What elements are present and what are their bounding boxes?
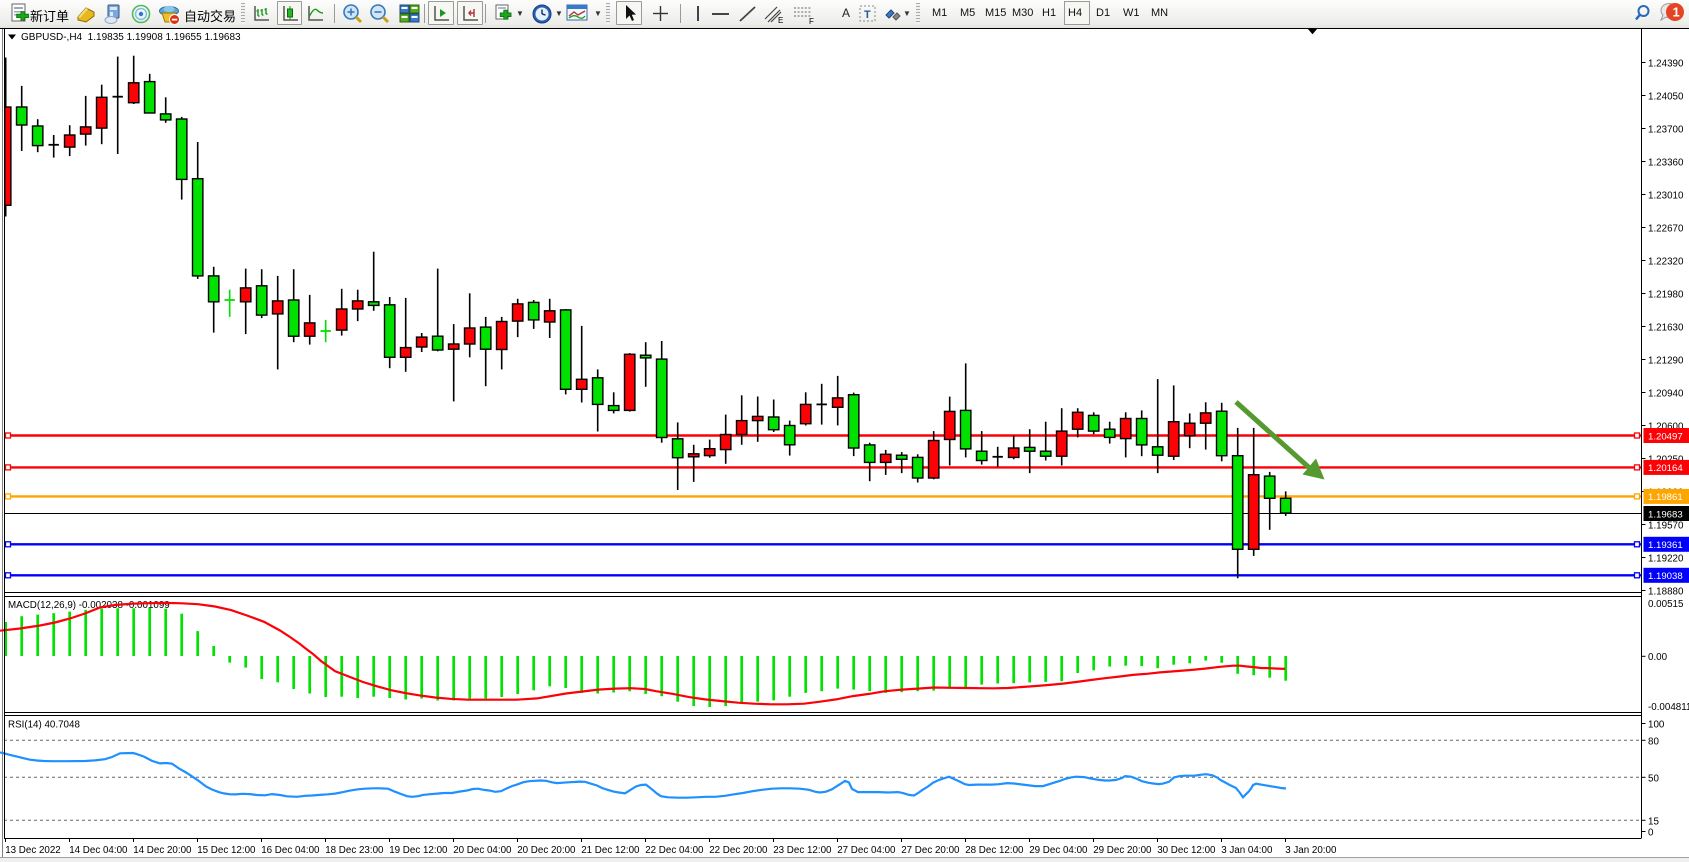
svg-text:RSI(14) 40.7048: RSI(14) 40.7048 xyxy=(8,720,80,731)
svg-text:28 Dec 12:00: 28 Dec 12:00 xyxy=(965,845,1024,856)
svg-text:22 Dec 04:00: 22 Dec 04:00 xyxy=(645,845,704,856)
svg-text:1.21630: 1.21630 xyxy=(1648,323,1684,334)
svg-text:22 Dec 20:00: 22 Dec 20:00 xyxy=(709,845,768,856)
svg-text:0.00: 0.00 xyxy=(1648,652,1668,663)
svg-text:F: F xyxy=(809,17,814,25)
svg-text:14 Dec 20:00: 14 Dec 20:00 xyxy=(133,845,192,856)
svg-text:1.18880: 1.18880 xyxy=(1648,587,1684,598)
svg-text:20 Dec 04:00: 20 Dec 04:00 xyxy=(453,845,512,856)
svg-text:1.19220: 1.19220 xyxy=(1648,554,1684,565)
svg-text:1.19683: 1.19683 xyxy=(1648,509,1683,520)
svg-text:1.19861: 1.19861 xyxy=(1648,492,1683,503)
svg-text:27 Dec 04:00: 27 Dec 04:00 xyxy=(837,845,896,856)
svg-text:15 Dec 12:00: 15 Dec 12:00 xyxy=(197,845,256,856)
svg-text:1.23700: 1.23700 xyxy=(1648,125,1684,136)
svg-text:100: 100 xyxy=(1648,720,1665,731)
svg-text:30 Dec 12:00: 30 Dec 12:00 xyxy=(1157,845,1216,856)
svg-text:1.19361: 1.19361 xyxy=(1648,540,1683,551)
svg-text:19 Dec 12:00: 19 Dec 12:00 xyxy=(389,845,448,856)
svg-text:1.22320: 1.22320 xyxy=(1648,257,1684,268)
svg-text:1.23360: 1.23360 xyxy=(1648,158,1684,169)
svg-text:1.21290: 1.21290 xyxy=(1648,356,1684,367)
svg-text:1.20940: 1.20940 xyxy=(1648,389,1684,400)
svg-text:29 Dec 04:00: 29 Dec 04:00 xyxy=(1029,845,1088,856)
svg-text:E: E xyxy=(778,16,783,25)
svg-text:1.24050: 1.24050 xyxy=(1648,92,1684,103)
svg-text:0.00515: 0.00515 xyxy=(1648,599,1684,610)
svg-text:1.19570: 1.19570 xyxy=(1648,521,1684,532)
svg-text:18 Dec 23:00: 18 Dec 23:00 xyxy=(325,845,384,856)
svg-text:-0.004811: -0.004811 xyxy=(1648,702,1689,713)
svg-text:16 Dec 04:00: 16 Dec 04:00 xyxy=(261,845,320,856)
svg-text:1.20164: 1.20164 xyxy=(1648,463,1683,474)
svg-text:21 Dec 12:00: 21 Dec 12:00 xyxy=(581,845,640,856)
svg-text:80: 80 xyxy=(1648,736,1659,747)
svg-text:1.20600: 1.20600 xyxy=(1648,422,1684,433)
svg-text:1.23010: 1.23010 xyxy=(1648,191,1684,202)
svg-text:1.22670: 1.22670 xyxy=(1648,224,1684,235)
svg-text:MACD(12,26,9) -0.002038 -0.001: MACD(12,26,9) -0.002038 -0.001099 xyxy=(8,600,170,611)
svg-text:13 Dec 2022: 13 Dec 2022 xyxy=(5,845,61,856)
svg-text:3 Jan 04:00: 3 Jan 04:00 xyxy=(1221,845,1273,856)
svg-text:3 Jan 20:00: 3 Jan 20:00 xyxy=(1285,845,1337,856)
svg-text:50: 50 xyxy=(1648,773,1659,784)
svg-text:T: T xyxy=(864,9,871,21)
svg-text:23 Dec 12:00: 23 Dec 12:00 xyxy=(773,845,832,856)
svg-text:1.19038: 1.19038 xyxy=(1648,571,1683,582)
svg-text:14 Dec 04:00: 14 Dec 04:00 xyxy=(69,845,128,856)
svg-text:GBPUSD-,H4 1.19835 1.19908 1.: GBPUSD-,H4 1.19835 1.19908 1.19655 1.196… xyxy=(21,32,241,43)
svg-text:1: 1 xyxy=(1673,5,1680,20)
svg-text:0: 0 xyxy=(1648,828,1654,839)
svg-text:1.20497: 1.20497 xyxy=(1648,431,1683,442)
svg-text:29 Dec 20:00: 29 Dec 20:00 xyxy=(1093,845,1152,856)
svg-text:1.24390: 1.24390 xyxy=(1648,59,1684,70)
svg-text:15: 15 xyxy=(1648,816,1659,827)
svg-text:20 Dec 20:00: 20 Dec 20:00 xyxy=(517,845,576,856)
svg-text:27 Dec 20:00: 27 Dec 20:00 xyxy=(901,845,960,856)
svg-text:1.21980: 1.21980 xyxy=(1648,290,1684,301)
